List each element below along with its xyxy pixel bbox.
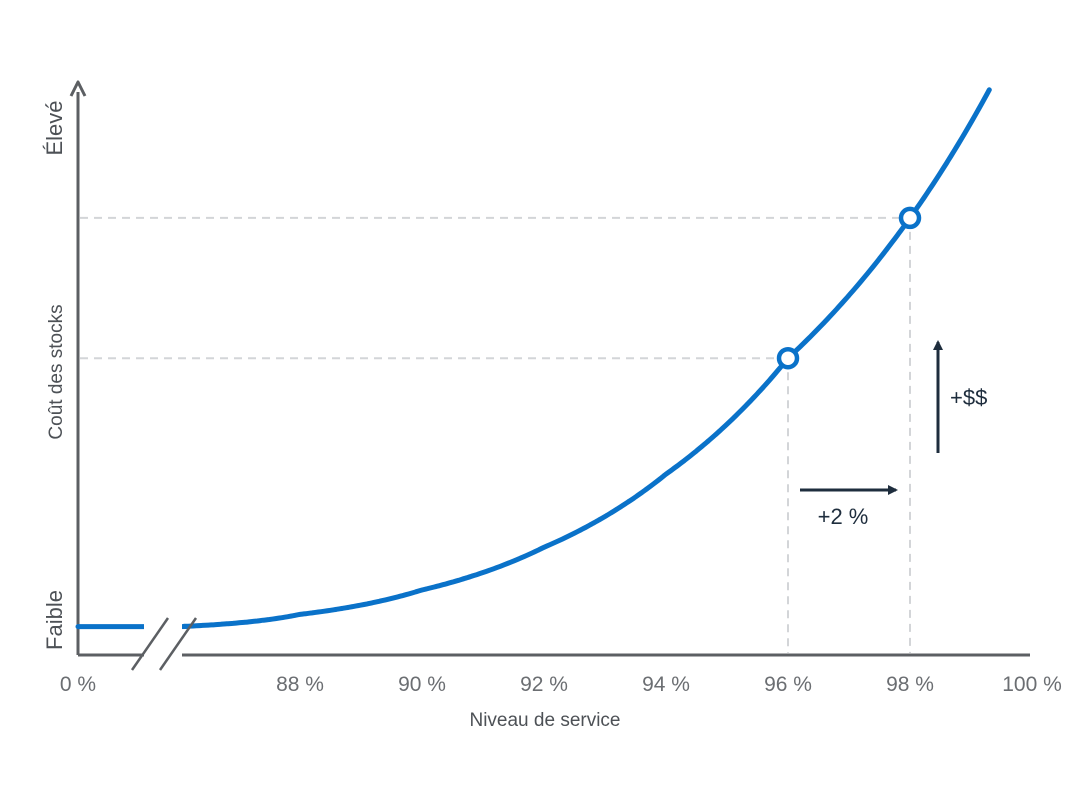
x-tick-label: 96 % [764, 673, 812, 696]
guide-lines [80, 216, 911, 653]
x-tick-label: 100 % [1002, 673, 1062, 696]
series-group [75, 87, 992, 630]
y-axis-high-label: Élevé [42, 100, 67, 155]
x-axis-title: Niveau de service [469, 710, 620, 731]
x-tick-labels: 0 % 88 % 90 % 92 % 94 % 96 % 98 % 100 % [60, 673, 1062, 696]
x-tick-label: 88 % [276, 673, 324, 696]
x-change-label: +2 % [818, 504, 869, 529]
x-tick-label: 94 % [642, 673, 690, 696]
axis-break-icon [130, 617, 198, 671]
highlight-point [776, 346, 800, 370]
x-tick-label: 90 % [398, 673, 446, 696]
x-tick-label: 98 % [886, 673, 934, 696]
y-axis-arrow-icon [69, 80, 87, 97]
series-line [75, 87, 992, 630]
y-axis-title: Coût des stocks [46, 304, 67, 439]
y-change-label: +$$ [950, 385, 987, 410]
y-axis-low-label: Faible [42, 590, 67, 650]
highlight-point [898, 206, 922, 230]
highlight-points [776, 206, 922, 370]
x-tick-label: 0 % [60, 673, 96, 696]
x-tick-label: 92 % [520, 673, 568, 696]
